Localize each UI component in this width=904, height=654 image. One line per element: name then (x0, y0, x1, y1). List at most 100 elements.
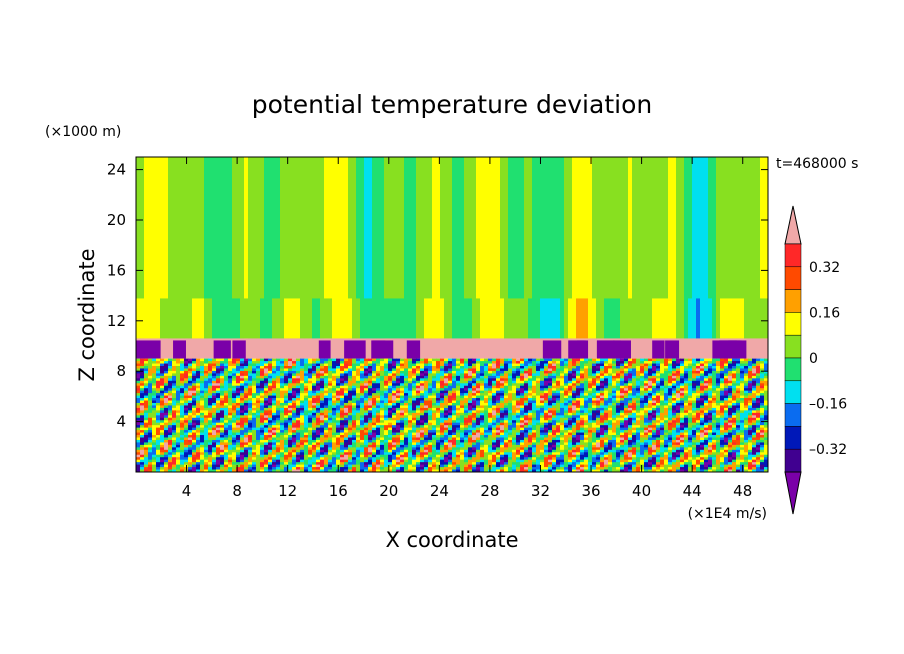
field-cell (564, 298, 569, 338)
field-cell (504, 298, 509, 338)
field-cell (624, 298, 629, 338)
field-cell (296, 298, 301, 338)
field-cell (568, 340, 584, 358)
field-cell (212, 298, 217, 338)
field-cell (652, 298, 657, 338)
field-cell (420, 298, 425, 338)
field-cell (648, 298, 653, 338)
field-cell (228, 298, 233, 338)
field-cell (480, 298, 485, 338)
field-cell (308, 298, 313, 338)
field-cell (588, 298, 593, 338)
field-cell (456, 298, 461, 338)
field-cell (736, 298, 741, 338)
field-cell (760, 298, 765, 338)
field-cell (728, 298, 733, 338)
field-cell (440, 298, 445, 338)
field-cell (236, 298, 241, 338)
field-cell (716, 298, 721, 338)
field-cell (548, 298, 553, 338)
field-cell (596, 298, 601, 338)
field-cell (532, 298, 537, 338)
field-cell (568, 298, 573, 338)
field-cell (348, 298, 353, 338)
field-cell (620, 298, 625, 338)
field-cell (284, 298, 289, 338)
field-cell (516, 298, 521, 338)
field-cell (496, 298, 501, 338)
field-cell (732, 298, 737, 338)
field-cell (276, 298, 281, 338)
field-cell (371, 340, 385, 358)
field-cell (704, 298, 709, 338)
field-cell (316, 298, 321, 338)
field-cell (432, 298, 437, 338)
field-cell (248, 298, 253, 338)
field-cell (484, 298, 489, 338)
field-cell (460, 298, 465, 338)
field-cell (200, 298, 205, 338)
field-cell (752, 298, 757, 338)
field-cell (576, 298, 581, 338)
field-cell (468, 298, 473, 338)
field-cell (680, 298, 685, 338)
field-cell (344, 340, 366, 358)
field-cell (220, 298, 225, 338)
field-cell (268, 298, 273, 338)
field-cell (428, 298, 433, 338)
field-cell (356, 298, 361, 338)
field-cell (232, 340, 245, 358)
field-cell (400, 298, 405, 338)
field-cell (600, 298, 605, 338)
field-cell (140, 298, 145, 338)
field-cell (728, 340, 746, 358)
field-cell (712, 298, 717, 338)
field-cell (192, 298, 197, 338)
field-cell (665, 340, 679, 358)
field-cell (292, 298, 297, 338)
field-cell (336, 298, 341, 338)
field-cell (152, 298, 157, 338)
field-cell (368, 298, 373, 338)
field-cell (412, 298, 417, 338)
field-cell (592, 298, 597, 338)
field-cell (172, 298, 177, 338)
field-cell (384, 298, 389, 338)
field-cell (688, 298, 693, 338)
field-cell (196, 298, 201, 338)
field-cell (536, 298, 541, 338)
field-cell (512, 298, 517, 338)
field-cell (260, 298, 265, 338)
field-cell (524, 298, 529, 338)
field-cell (748, 298, 753, 338)
field-cell (448, 298, 453, 338)
time-label: t=468000 s (776, 156, 858, 172)
field-cell (664, 298, 669, 338)
field-cell (528, 298, 533, 338)
field-cell (416, 298, 421, 338)
field-cell (660, 298, 665, 338)
field-cell (724, 298, 729, 338)
field-cell (543, 340, 561, 358)
field-cell (272, 298, 277, 338)
field-cell (544, 298, 549, 338)
field-cell (652, 340, 664, 358)
field-cell (180, 298, 185, 338)
field-cell (640, 298, 645, 338)
field-cell (580, 298, 585, 338)
field-cell (332, 298, 337, 338)
field-cell (424, 298, 429, 338)
field-cell (612, 298, 617, 338)
field-cell (224, 298, 229, 338)
field-cell (376, 298, 381, 338)
field-cell (672, 298, 677, 338)
field-cell (204, 298, 209, 338)
field-cell (188, 298, 193, 338)
field-cell (216, 298, 221, 338)
field-cell (324, 298, 329, 338)
field-cell (388, 298, 393, 338)
field-cell (168, 298, 173, 338)
field-cell (173, 340, 186, 358)
field-cell (328, 298, 333, 338)
field-cell (756, 298, 761, 338)
